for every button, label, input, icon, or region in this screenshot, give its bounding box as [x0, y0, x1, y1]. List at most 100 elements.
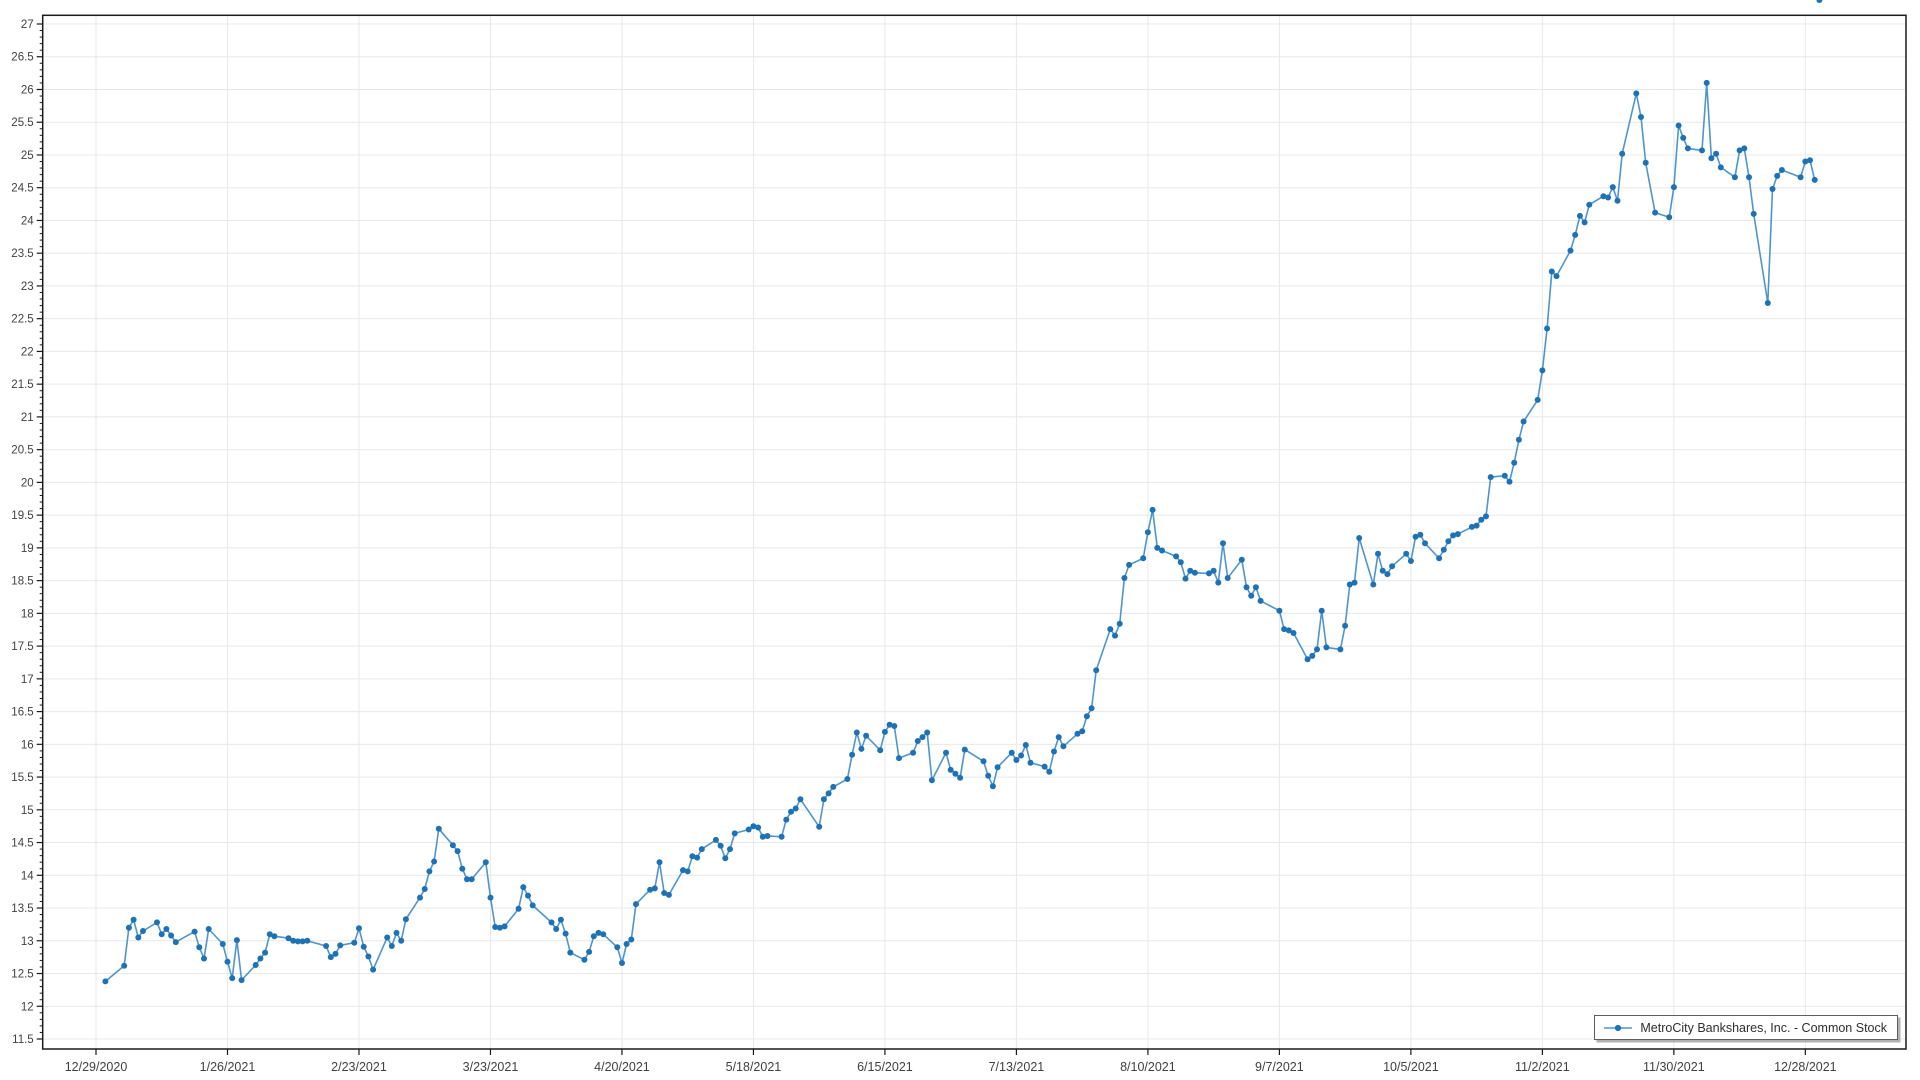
data-point [1379, 567, 1386, 574]
y-tick-label: 18.5 [11, 576, 33, 588]
data-point [820, 796, 827, 803]
data-point [680, 867, 686, 874]
data-point [1121, 575, 1128, 581]
data-point [731, 830, 738, 837]
data-point [205, 926, 212, 932]
data-point [1797, 174, 1804, 181]
data-point [1079, 728, 1086, 735]
data-point [1093, 667, 1100, 674]
data-point [1614, 197, 1621, 204]
data-point [1548, 268, 1555, 275]
data-point [1149, 506, 1156, 513]
y-tick-label: 23.5 [11, 248, 33, 260]
data-point [928, 777, 935, 784]
data-point [1055, 734, 1062, 741]
data-point [1468, 523, 1475, 530]
data-point [158, 931, 165, 938]
data-point [1576, 212, 1583, 219]
data-point [196, 944, 203, 951]
data-point [163, 926, 170, 932]
data-point [1304, 656, 1311, 663]
x-tick-label: 4/20/2021 [594, 1060, 650, 1074]
data-point [135, 934, 142, 941]
data-point [943, 749, 949, 756]
data-point [238, 977, 245, 984]
y-tick-label: 19 [21, 543, 34, 555]
data-point [1046, 768, 1053, 775]
data-point [454, 848, 461, 855]
data-point [656, 859, 663, 866]
data-point [614, 944, 621, 951]
data-point [914, 738, 921, 744]
data-point [1008, 749, 1015, 756]
data-point [1342, 622, 1349, 629]
data-point [370, 966, 377, 973]
data-point [1248, 592, 1255, 599]
data-point [332, 950, 339, 957]
data-point [337, 942, 344, 949]
data-point [1553, 273, 1560, 280]
y-tick-label: 22 [21, 346, 34, 358]
y-tick-label: 13.5 [11, 903, 33, 915]
data-point [647, 886, 654, 893]
data-point [722, 855, 729, 862]
data-point [482, 859, 489, 866]
data-point [858, 745, 865, 752]
plot-border [41, 14, 1907, 1050]
data-point [684, 868, 691, 875]
data-point [496, 924, 503, 931]
data-point [557, 916, 564, 923]
x-tick-label: 12/29/2020 [65, 1060, 128, 1074]
data-point [619, 960, 625, 966]
data-point [745, 826, 752, 833]
data-point [1140, 555, 1147, 562]
data-point [924, 729, 931, 736]
x-tick-label: 9/7/2021 [1255, 1060, 1304, 1074]
data-point [201, 955, 207, 962]
data-point [1750, 210, 1757, 217]
data-point [1191, 569, 1198, 576]
data-point [548, 919, 555, 926]
data-point [797, 796, 804, 803]
data-point [1703, 79, 1710, 86]
data-point [1638, 114, 1644, 120]
data-point [140, 928, 146, 934]
y-tick-label: 11.5 [12, 1034, 34, 1046]
data-point [323, 943, 330, 949]
data-point [985, 772, 992, 779]
y-tick-label: 15 [21, 805, 34, 817]
y-tick-label: 24 [21, 215, 34, 227]
y-tick-label: 12.5 [11, 969, 33, 981]
data-point [1684, 145, 1691, 152]
data-point [1581, 219, 1588, 226]
data-point [586, 948, 593, 955]
data-point [191, 928, 198, 935]
data-point [1736, 147, 1743, 154]
data-point [947, 766, 954, 773]
data-point [783, 816, 790, 823]
y-tick-label: 12 [21, 1001, 34, 1013]
data-point [384, 934, 391, 941]
data-point [121, 962, 128, 969]
data-point [1370, 581, 1377, 588]
data-point [1384, 571, 1391, 578]
data-point [1572, 231, 1579, 238]
data-point [994, 764, 1001, 771]
data-point [266, 931, 273, 938]
data-point [952, 770, 959, 777]
y-tick-label: 14 [21, 870, 34, 882]
data-point [863, 732, 870, 739]
data-point [501, 923, 508, 930]
data-point [1013, 757, 1020, 763]
data-point [623, 941, 630, 947]
x-tick-label: 12/28/2021 [1774, 1060, 1837, 1074]
data-point [360, 943, 367, 950]
data-point [1346, 581, 1353, 588]
data-point [1159, 547, 1165, 554]
data-point [661, 890, 668, 896]
y-tick-label: 18 [21, 608, 34, 620]
y-tick-label: 17 [21, 674, 34, 686]
data-point [351, 939, 358, 946]
data-point [1811, 176, 1818, 183]
